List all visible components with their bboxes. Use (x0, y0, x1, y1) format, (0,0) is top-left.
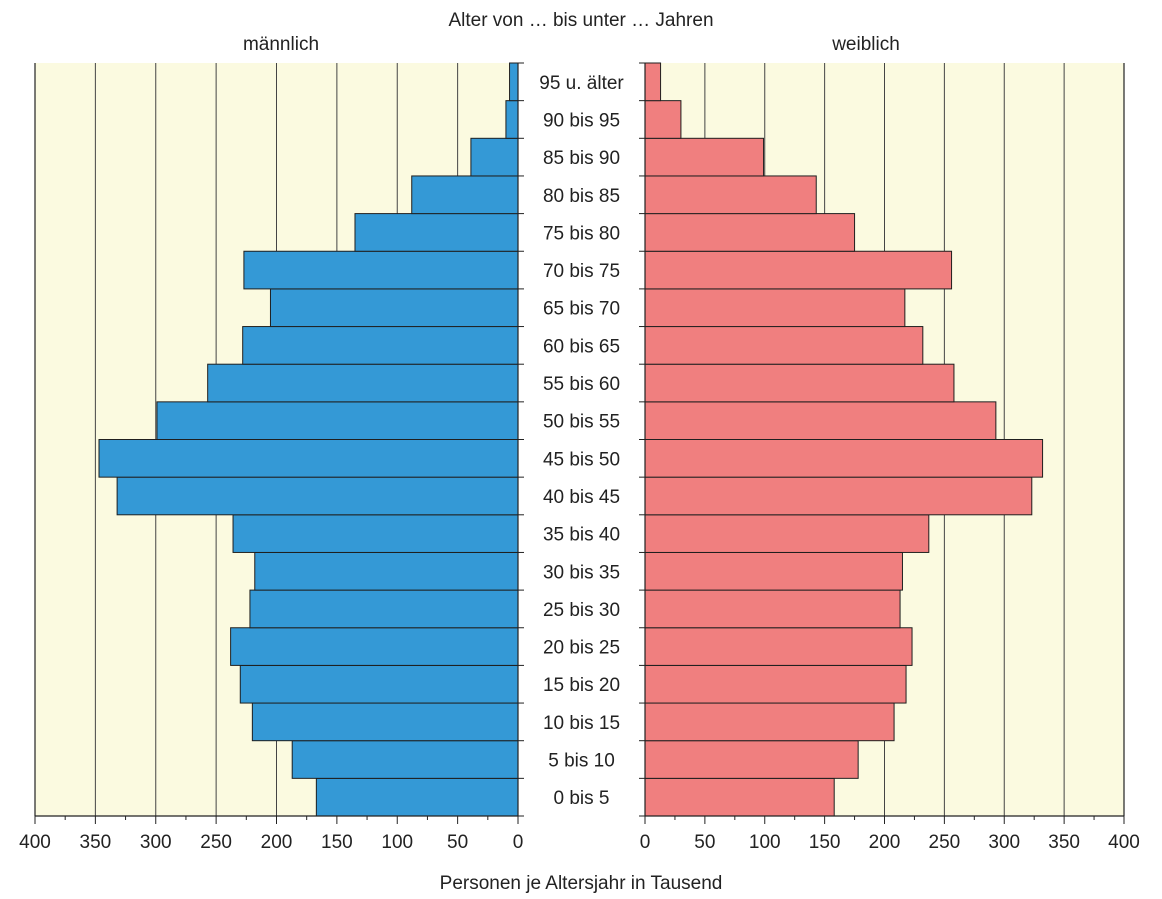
bar-female-5 (644, 589, 901, 629)
bar-male-6 (254, 551, 519, 591)
bar-female-10 (644, 401, 997, 441)
chart-title: Alter von … bis unter … Jahren (448, 10, 713, 31)
bar-female-18 (644, 100, 682, 139)
category-label: 75 bis 80 (543, 223, 620, 244)
bar-female-4 (644, 627, 913, 666)
tick-label-left: 250 (200, 832, 232, 853)
category-label: 60 bis 65 (543, 336, 620, 357)
tick-label-right: 400 (1108, 832, 1140, 853)
bar-male-4 (230, 627, 519, 666)
tick-label-right: 0 (640, 832, 651, 853)
bar-male-0 (315, 777, 519, 817)
category-label: 25 bis 30 (543, 600, 620, 621)
bar-female-19 (644, 62, 662, 102)
category-label: 20 bis 25 (543, 638, 620, 659)
tick-label-left: 150 (321, 832, 353, 853)
category-label: 15 bis 20 (543, 675, 620, 696)
category-label: 0 bis 5 (554, 788, 610, 809)
bar-male-7 (232, 514, 519, 553)
bar-male-13 (269, 288, 519, 328)
bar-female-3 (644, 664, 907, 704)
category-label: 95 u. älter (539, 73, 624, 94)
bar-female-9 (644, 439, 1044, 478)
x-axis-label: Personen je Altersjahr in Tausend (440, 873, 723, 894)
category-label: 70 bis 75 (543, 261, 620, 282)
bar-male-19 (509, 62, 519, 102)
category-label: 80 bis 85 (543, 186, 620, 207)
legend-male: männlich (243, 34, 319, 55)
category-label: 85 bis 90 (543, 148, 620, 169)
bar-female-2 (644, 702, 895, 742)
category-label: 90 bis 95 (543, 110, 620, 131)
tick-label-right: 300 (988, 832, 1020, 853)
bar-female-7 (644, 514, 930, 553)
category-label: 35 bis 40 (543, 525, 620, 546)
bar-male-15 (354, 213, 519, 252)
bar-male-12 (242, 326, 519, 365)
category-label: 50 bis 55 (543, 412, 620, 433)
bar-male-5 (249, 589, 519, 629)
category-label: 40 bis 45 (543, 487, 620, 508)
legend-female: weiblich (831, 34, 900, 55)
bar-male-16 (411, 175, 519, 215)
axes (34, 62, 1125, 824)
tick-label-left: 0 (513, 832, 524, 853)
category-label: 5 bis 10 (548, 751, 615, 772)
bar-male-3 (239, 664, 519, 704)
bar-female-12 (644, 326, 924, 365)
tick-label-right: 200 (869, 832, 901, 853)
bar-female-6 (644, 551, 903, 591)
bars (98, 62, 1044, 817)
bar-female-0 (644, 777, 835, 817)
bar-female-1 (644, 740, 859, 779)
tick-label-right: 50 (694, 832, 715, 853)
bar-male-1 (291, 740, 519, 779)
tick-label-right: 150 (809, 832, 841, 853)
category-label: 30 bis 35 (543, 562, 620, 583)
tick-label-right: 350 (1048, 832, 1080, 853)
bar-male-17 (470, 137, 519, 177)
bar-male-9 (98, 439, 519, 478)
bar-female-14 (644, 250, 953, 290)
bar-female-15 (644, 213, 856, 252)
bar-female-11 (644, 363, 955, 403)
bar-female-17 (644, 137, 765, 177)
tick-label-left: 200 (261, 832, 293, 853)
bar-female-8 (644, 476, 1033, 516)
bar-male-11 (207, 363, 519, 403)
labels: 0 bis 5 5 bis 10 10 bis 15 15 bis 20 20 bis … (19, 73, 1140, 853)
bar-female-13 (644, 288, 906, 328)
bar-male-14 (243, 250, 519, 290)
tick-label-left: 300 (140, 832, 172, 853)
category-label: 45 bis 50 (543, 449, 620, 470)
tick-label-right: 250 (929, 832, 961, 853)
bar-male-10 (156, 401, 519, 441)
category-label: 10 bis 15 (543, 713, 620, 734)
tick-label-left: 100 (381, 832, 413, 853)
category-label: 65 bis 70 (543, 299, 620, 320)
tick-label-left: 50 (447, 832, 468, 853)
tick-label-left: 400 (19, 832, 51, 853)
bar-female-16 (644, 175, 817, 215)
bar-male-2 (251, 702, 519, 742)
bar-male-18 (505, 100, 519, 139)
tick-label-right: 100 (749, 832, 781, 853)
bar-male-8 (116, 476, 519, 516)
category-label: 55 bis 60 (543, 374, 620, 395)
tick-label-left: 350 (80, 832, 112, 853)
